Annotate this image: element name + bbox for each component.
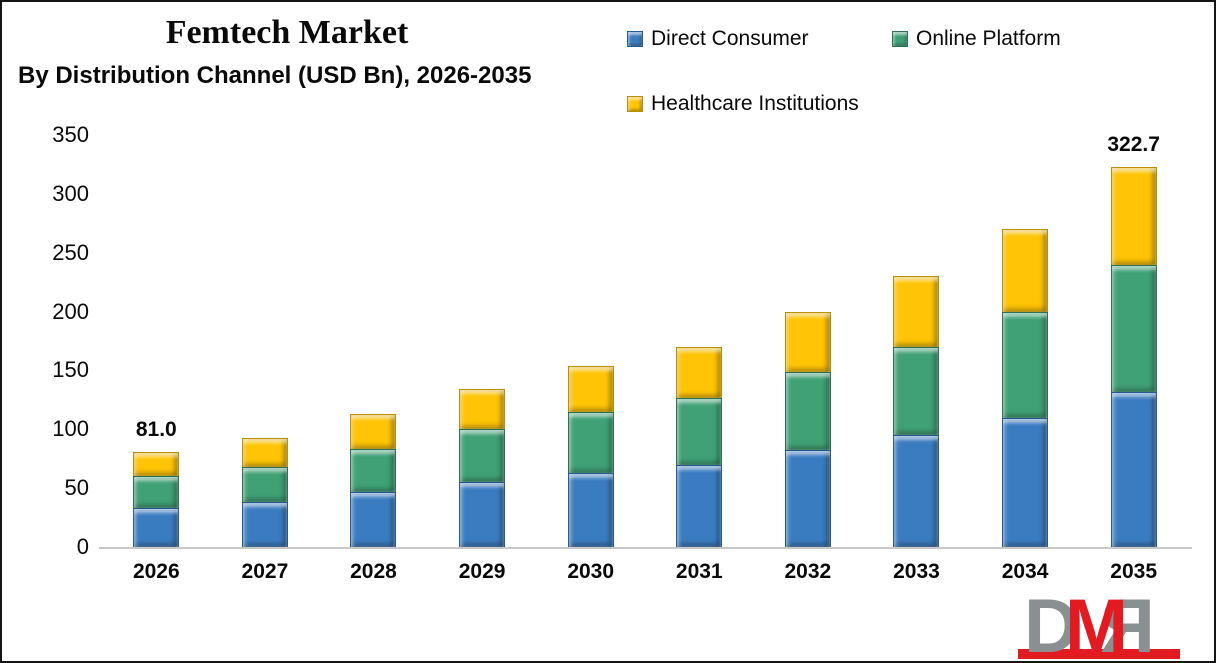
legend-item-online-platform: Online Platform: [892, 27, 1061, 51]
legend-swatch-yellow: [627, 96, 643, 112]
bar-segment: [784, 311, 831, 372]
bar-slot-2029: [428, 135, 537, 547]
dmr-logo: DMR: [1018, 584, 1202, 663]
bar-segment: [133, 508, 180, 547]
stacked-bar: [676, 346, 723, 547]
bar-segment: [459, 429, 506, 483]
bar-segment: [1002, 417, 1049, 547]
bar-slot-2032: [754, 135, 863, 547]
logo-letters: DMR: [1024, 584, 1156, 663]
bar-segment: [459, 389, 506, 430]
bar-segment: [784, 450, 831, 547]
y-axis-tick-label: 350: [52, 122, 89, 147]
bar-slot-2027: [211, 135, 320, 547]
bar-segment: [893, 276, 940, 347]
bar-segment: [893, 346, 940, 436]
y-axis-tick-label: 150: [52, 357, 89, 383]
bar-segment: [350, 414, 397, 450]
y-axis: 0 50 100 150 200 250 300 350: [27, 124, 89, 558]
bar-segment: [1110, 391, 1157, 547]
bar-slot-2034: [971, 135, 1080, 547]
bar-slot-2031: [645, 135, 754, 547]
bar-segment: [784, 371, 831, 451]
bar-segment: [1002, 229, 1049, 312]
bar-slot-2030: [536, 135, 645, 547]
y-axis-tick-label: 50: [64, 475, 89, 501]
logo-letter-d: D: [1024, 584, 1079, 663]
stacked-bar: [1110, 167, 1157, 547]
bar-segment: [567, 472, 614, 547]
chart-subtitle: By Distribution Channel (USD Bn), 2026-2…: [18, 62, 532, 89]
bar-segment: [1002, 311, 1049, 418]
x-axis-tick-label: 2030: [567, 560, 615, 583]
bar-segment: [241, 466, 288, 503]
legend-item-direct-consumer: Direct Consumer: [627, 27, 809, 51]
bar-slot-2035: 322.7: [1079, 133, 1188, 547]
x-axis-tick-label: 2032: [784, 560, 832, 583]
bar-slot-2028: [319, 135, 428, 547]
legend-swatch-blue: [627, 31, 643, 47]
logo-red-bar: [1018, 649, 1180, 659]
legend-label: Online Platform: [916, 27, 1061, 50]
legend-label: Healthcare Institutions: [651, 92, 859, 115]
x-axis-line: [99, 547, 1192, 549]
x-axis-tick-label: 2031: [675, 560, 723, 583]
bar-segment: [1110, 264, 1157, 392]
logo-letter-m: M: [1064, 584, 1128, 663]
x-axis-tick-label: 2033: [893, 560, 940, 583]
x-axis-tick-label: 2035: [1110, 560, 1157, 583]
y-axis-tick-label: 100: [52, 416, 89, 442]
bar-slot-2026: 81.0: [102, 135, 211, 547]
bar-total-label: 81.0: [135, 417, 177, 441]
x-axis-tick-label: 2034: [1001, 560, 1049, 583]
stacked-bar: [350, 414, 397, 547]
stacked-bar: [1002, 229, 1049, 547]
y-axis-tick-label: 250: [52, 239, 89, 265]
x-axis-tick-label: 2027: [241, 560, 289, 583]
bar-segment: [350, 491, 397, 547]
bar-segment: [1110, 167, 1157, 265]
stacked-bar: [241, 437, 288, 547]
bar-segment: [459, 482, 506, 547]
bar-segment: [241, 502, 288, 547]
x-axis-tick-label: 2028: [350, 560, 397, 583]
y-axis-tick-label: 300: [52, 180, 89, 206]
stacked-bar: [893, 276, 940, 547]
stacked-bar: [133, 451, 180, 547]
legend-label: Direct Consumer: [651, 27, 809, 50]
bar-segment: [567, 411, 614, 473]
bar-segment: [893, 435, 940, 547]
bar-segment: [133, 451, 180, 477]
chart-title: Femtech Market: [165, 14, 409, 51]
x-axis-labels: 2026 2027 2028 2029 2030 2031 2032 2033 2034 2035: [102, 560, 1188, 584]
legend-swatch-green: [892, 31, 908, 47]
x-axis-tick-label: 2029: [458, 560, 506, 583]
bar-total-label: 322.7: [1107, 133, 1160, 157]
bar-segment: [350, 449, 397, 492]
y-axis-tick-label: 200: [52, 298, 89, 324]
stacked-bar: [784, 311, 831, 547]
bar-segment: [676, 464, 723, 547]
stacked-bar: [459, 389, 506, 547]
bar-segment: [133, 476, 180, 509]
stacked-bar: [567, 365, 614, 547]
logo-letter-r: R: [1114, 584, 1156, 663]
y-axis-tick-label: 0: [76, 534, 89, 559]
bar-slot-2033: [862, 135, 971, 547]
bar-segment: [676, 397, 723, 465]
legend-item-healthcare-institutions: Healthcare Institutions: [627, 92, 859, 116]
bar-segment: [241, 437, 288, 467]
bar-segment: [567, 365, 614, 412]
plot-area: 81.0 322.7: [102, 133, 1188, 547]
bar-segment: [676, 346, 723, 398]
x-axis-tick-label: 2026: [132, 560, 180, 583]
